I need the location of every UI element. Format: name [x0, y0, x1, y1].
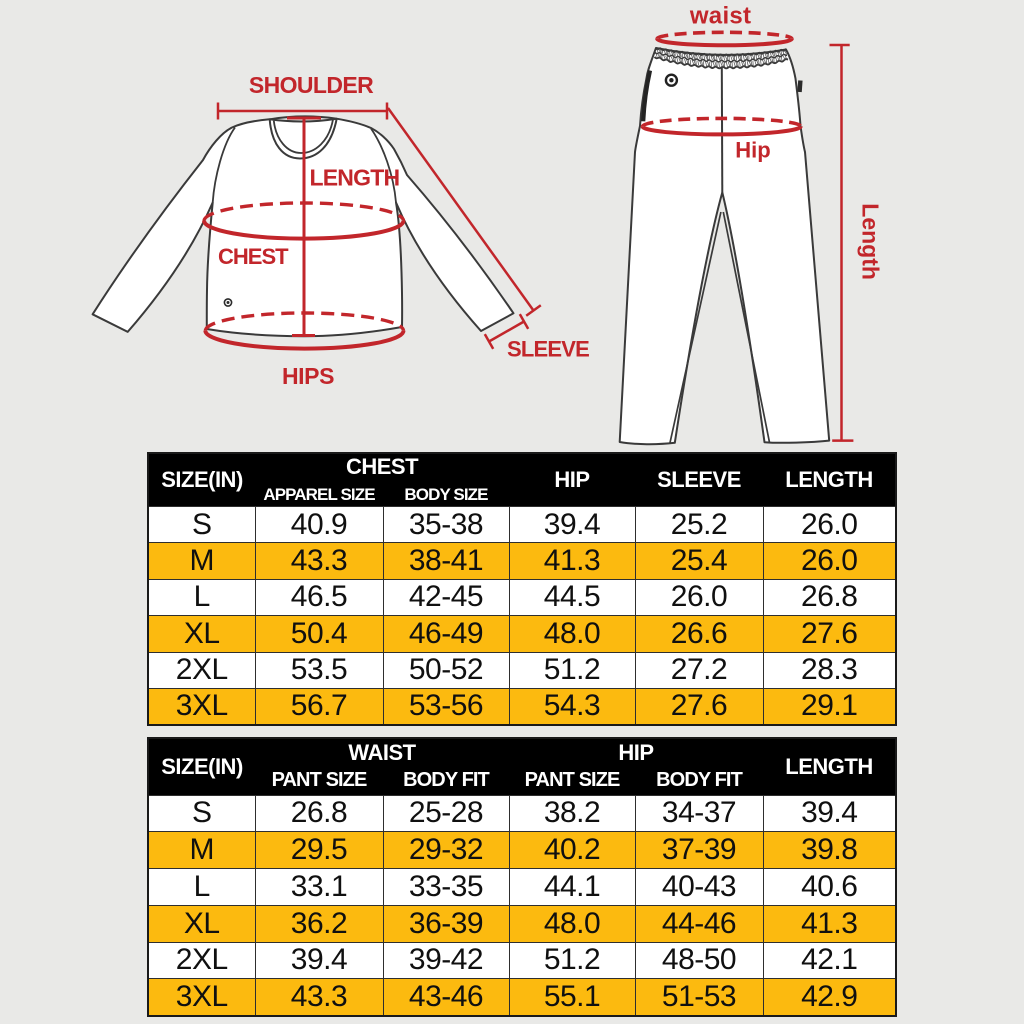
svg-text:HIPS: HIPS [282, 363, 334, 389]
svg-text:Length: Length [858, 203, 884, 280]
svg-text:SHOULDER: SHOULDER [249, 72, 374, 98]
svg-text:LENGTH: LENGTH [310, 165, 400, 191]
svg-text:waist: waist [689, 3, 752, 30]
svg-text:CHEST: CHEST [218, 244, 289, 269]
svg-text:SLEEVE: SLEEVE [507, 337, 589, 362]
svg-text:Hip: Hip [735, 138, 770, 163]
